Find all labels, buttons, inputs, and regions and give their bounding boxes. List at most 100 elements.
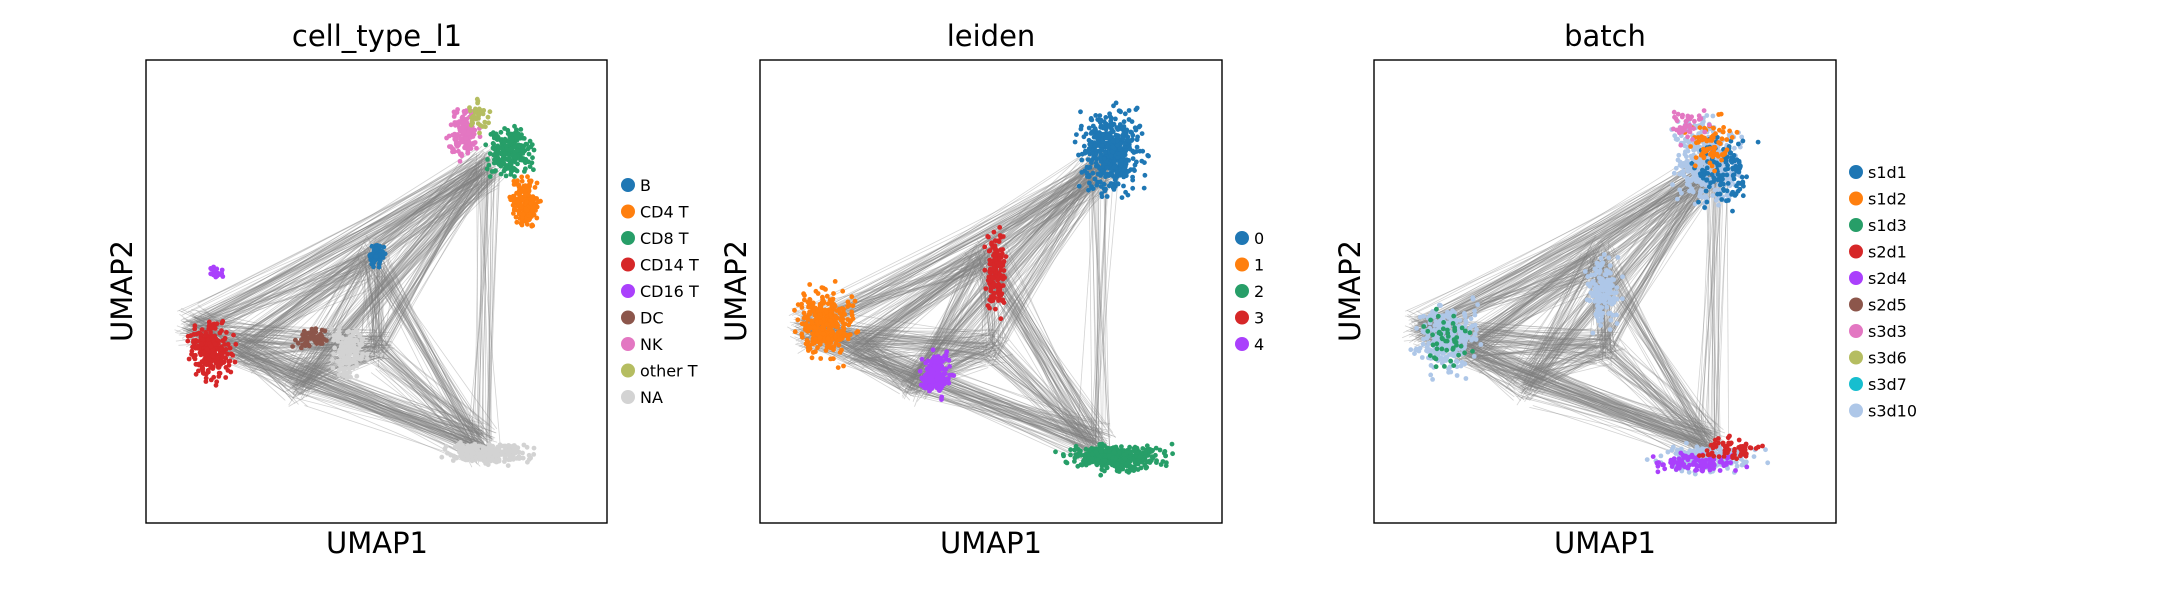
cell-point — [1000, 263, 1005, 268]
cell-point — [1082, 144, 1087, 149]
cell-point — [804, 321, 809, 326]
legend-marker — [621, 337, 635, 351]
cell-point — [502, 139, 507, 144]
cell-point — [480, 124, 485, 129]
cell-point — [314, 338, 319, 343]
cell-point — [936, 373, 941, 378]
cell-point — [988, 261, 993, 266]
legend-marker — [1235, 337, 1249, 351]
legend-label: NK — [640, 335, 663, 354]
cell-point — [372, 259, 377, 264]
cell-point — [931, 347, 936, 352]
cell-point — [1097, 442, 1102, 447]
cell-point — [1091, 171, 1096, 176]
cell-point — [1077, 184, 1082, 189]
cell-point — [206, 356, 211, 361]
cell-point — [1099, 123, 1104, 128]
cell-point — [340, 336, 345, 341]
cell-point — [1085, 174, 1090, 179]
cell-point — [507, 166, 512, 171]
cell-point — [1116, 134, 1121, 139]
cell-point — [1090, 452, 1095, 457]
cell-point — [1101, 132, 1106, 137]
cell-point — [190, 345, 195, 350]
cell-point — [230, 353, 235, 358]
cell-point — [1094, 161, 1099, 166]
cell-point — [479, 110, 484, 115]
cell-point — [199, 342, 204, 347]
cell-point — [530, 155, 535, 160]
cell-point — [1099, 449, 1104, 454]
cell-point — [493, 451, 498, 456]
cell-point — [197, 331, 202, 336]
cell-point — [306, 331, 311, 336]
cell-point — [937, 388, 942, 393]
cell-point — [469, 454, 474, 459]
cell-point — [1133, 446, 1138, 451]
cell-point — [849, 318, 854, 323]
cell-point — [826, 336, 831, 341]
graph-edge — [190, 165, 489, 344]
cell-point — [225, 352, 230, 357]
cell-point — [1098, 473, 1103, 478]
cell-point — [224, 365, 229, 370]
cell-point — [473, 140, 478, 145]
cell-point — [836, 365, 841, 370]
edge-bundle — [1402, 146, 1735, 467]
cell-point — [519, 196, 524, 201]
cell-point — [820, 285, 825, 290]
cell-point — [201, 338, 206, 343]
cell-point — [476, 121, 481, 126]
cell-point — [923, 376, 928, 381]
cell-point — [1107, 453, 1112, 458]
cell-point — [833, 335, 838, 340]
cell-point — [1086, 157, 1091, 162]
cell-point — [833, 279, 838, 284]
cell-point — [209, 267, 214, 272]
cell-point — [1143, 450, 1148, 455]
cell-point — [946, 381, 951, 386]
cell-point — [491, 141, 496, 146]
legend-marker — [621, 364, 635, 378]
cell-point — [337, 360, 342, 365]
cell-point — [464, 136, 469, 141]
cell-point — [985, 234, 990, 239]
cell-point — [222, 342, 227, 347]
legend-label: CD14 T — [640, 256, 699, 275]
cell-point — [530, 208, 535, 213]
cell-point — [502, 126, 507, 131]
cell-point — [929, 383, 934, 388]
cell-point — [520, 219, 525, 224]
cell-point — [1105, 133, 1110, 138]
cell-point — [1068, 453, 1073, 458]
cell-point — [293, 338, 298, 343]
cell-point — [1097, 149, 1102, 154]
cell-point — [813, 306, 818, 311]
cell-point — [505, 449, 510, 454]
cell-point — [793, 329, 798, 334]
cell-point — [497, 146, 502, 151]
cell-point — [1140, 131, 1145, 136]
cell-point — [1131, 156, 1136, 161]
cell-point — [993, 307, 998, 312]
cell-point — [995, 283, 1000, 288]
cell-point — [1089, 118, 1094, 123]
cell-point — [1073, 140, 1078, 145]
cell-point — [459, 153, 464, 158]
cell-point — [530, 142, 535, 147]
cell-point — [331, 351, 336, 356]
cell-point — [800, 335, 805, 340]
cell-point — [461, 456, 466, 461]
cell-point — [222, 337, 227, 342]
cell-point — [228, 346, 233, 351]
cell-point — [215, 356, 220, 361]
cell-point — [313, 330, 318, 335]
graph-edge — [1426, 160, 1720, 328]
legend-label: CD4 T — [640, 203, 689, 222]
cell-point — [466, 131, 471, 136]
cell-point — [841, 364, 846, 369]
cell-point — [233, 360, 238, 365]
legend-item: 4 — [1235, 335, 1264, 354]
cell-point — [485, 167, 490, 172]
cell-point — [1109, 124, 1114, 129]
